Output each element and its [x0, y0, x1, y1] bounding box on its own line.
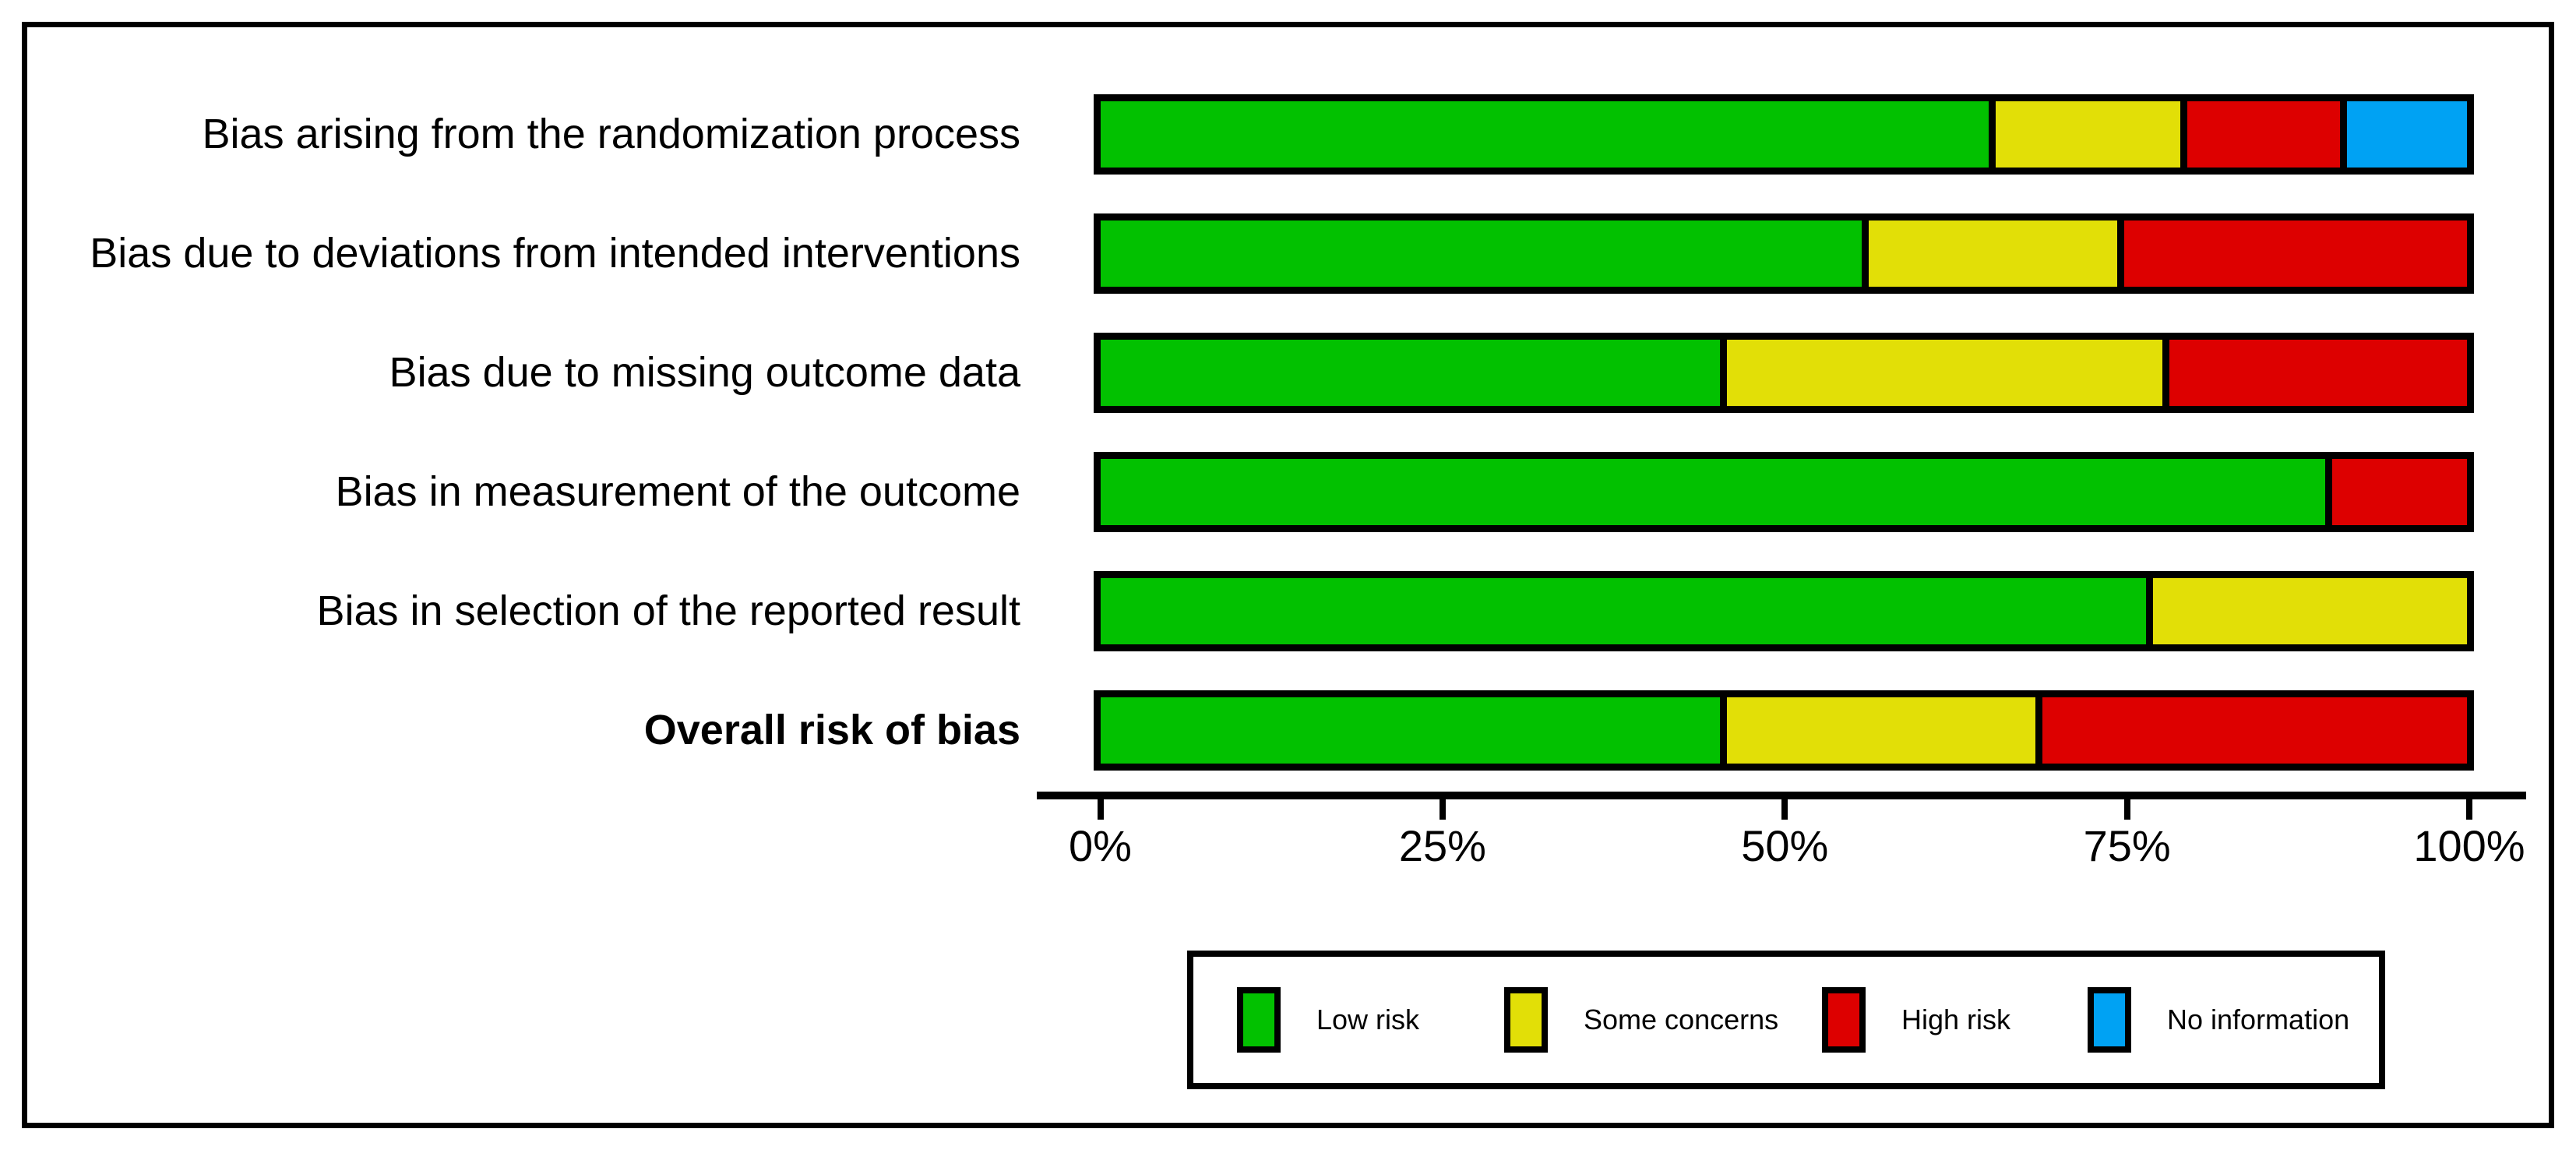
x-tick: [1439, 799, 1446, 820]
legend-item: High risk: [1822, 987, 2010, 1053]
legend-box: [1187, 951, 2385, 1089]
x-tick: [1097, 799, 1104, 820]
legend-label: Low risk: [1316, 1004, 1420, 1035]
bar-segment-low-risk: [1101, 459, 2325, 525]
bar-segment-high-risk: [2116, 220, 2467, 287]
stacked-bar: [1094, 94, 2474, 175]
bar-segment-high-risk: [2324, 459, 2467, 525]
x-tick: [1781, 799, 1788, 820]
bar-segment-some-concerns: [1861, 220, 2117, 287]
bar-segment-low-risk: [1101, 220, 1862, 287]
category-label: Bias arising from the randomization proc…: [202, 111, 1020, 157]
legend-swatch-low-risk: [1237, 987, 1281, 1053]
category-label: Bias in selection of the reported result: [316, 587, 1021, 634]
x-tick-label: 25%: [1398, 821, 1486, 870]
legend-swatch-some-concerns: [1504, 987, 1548, 1053]
x-tick-label: 75%: [2083, 821, 2171, 870]
bar-segment-some-concerns: [1989, 101, 2180, 168]
bar-segment-high-risk: [2035, 697, 2467, 764]
category-label: Bias due to missing outcome data: [389, 349, 1020, 396]
stacked-bar: [1094, 452, 2474, 532]
bar-segment-some-concerns: [1719, 340, 2162, 406]
bar-segment-high-risk: [2162, 340, 2467, 406]
x-tick-label: 0%: [1069, 821, 1132, 870]
legend-label: High risk: [1901, 1004, 2011, 1035]
legend-swatch-no-information: [2088, 987, 2131, 1053]
x-tick-label: 50%: [1741, 821, 1829, 870]
category-label: Overall risk of bias: [643, 707, 1020, 753]
legend-label: Some concerns: [1584, 1004, 1779, 1035]
x-axis-line: [1037, 792, 2526, 799]
bar-segment-high-risk: [2180, 101, 2340, 168]
stacked-bar: [1094, 571, 2474, 651]
x-tick: [2123, 799, 2130, 820]
x-tick: [2466, 799, 2472, 820]
x-tick-label: 100%: [2413, 821, 2525, 870]
bar-segment-low-risk: [1101, 697, 1720, 764]
bar-segment-low-risk: [1101, 340, 1720, 406]
stacked-bar: [1094, 690, 2474, 771]
category-label: Bias due to deviations from intended int…: [90, 230, 1020, 277]
stacked-bar: [1094, 333, 2474, 413]
bar-segment-some-concerns: [2145, 578, 2467, 644]
bar-segment-low-risk: [1101, 578, 2146, 644]
bar-segment-no-information: [2339, 101, 2467, 168]
bar-segment-some-concerns: [1719, 697, 2035, 764]
legend-item: Low risk: [1237, 987, 1419, 1053]
legend-item: No information: [2088, 987, 2349, 1053]
legend-item: Some concerns: [1504, 987, 1778, 1053]
bar-segment-low-risk: [1101, 101, 1989, 168]
category-label: Bias in measurement of the outcome: [335, 468, 1020, 515]
legend-label: No information: [2167, 1004, 2350, 1035]
legend-swatch-high-risk: [1822, 987, 1866, 1053]
stacked-bar: [1094, 213, 2474, 294]
